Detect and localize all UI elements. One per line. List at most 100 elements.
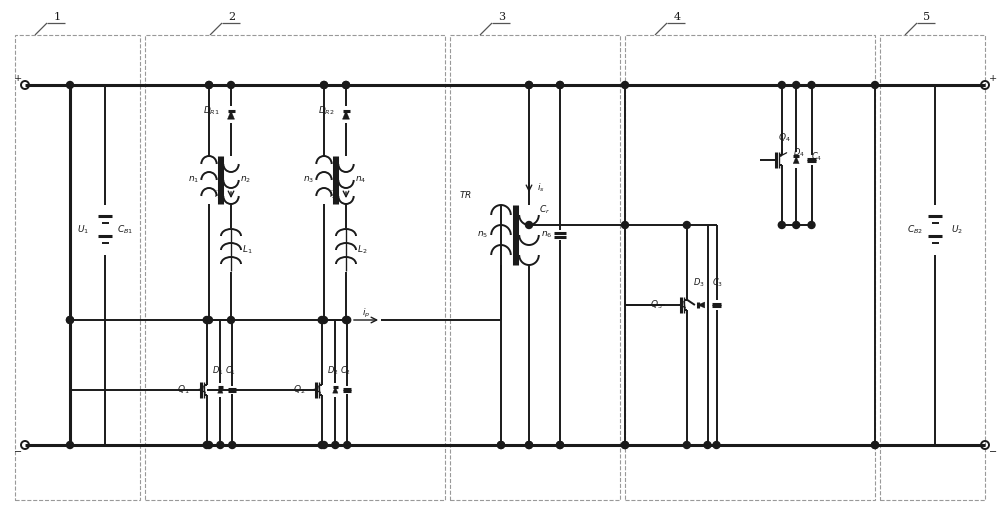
Circle shape: [203, 442, 210, 448]
Polygon shape: [793, 156, 799, 164]
Circle shape: [778, 81, 785, 89]
Text: $D_1$: $D_1$: [212, 364, 224, 377]
Circle shape: [66, 317, 74, 323]
Circle shape: [320, 81, 328, 89]
Circle shape: [203, 317, 210, 323]
Circle shape: [318, 442, 325, 448]
Text: $D_3$: $D_3$: [693, 276, 705, 289]
Text: $Q_3$: $Q_3$: [650, 299, 662, 311]
Text: $i_p$: $i_p$: [362, 307, 370, 320]
Polygon shape: [333, 387, 338, 393]
Circle shape: [793, 222, 800, 228]
Circle shape: [66, 442, 74, 448]
Bar: [625, 35, 875, 500]
Text: $n_6$: $n_6$: [541, 230, 553, 240]
Polygon shape: [228, 111, 235, 119]
Circle shape: [622, 442, 629, 448]
Text: $D_4$: $D_4$: [793, 146, 805, 159]
Text: $TR$: $TR$: [459, 190, 471, 201]
Circle shape: [344, 317, 351, 323]
Circle shape: [556, 81, 564, 89]
Circle shape: [556, 442, 564, 448]
Text: $n_4$: $n_4$: [355, 175, 367, 185]
Bar: [15, 35, 140, 500]
Text: $C_4$: $C_4$: [811, 151, 822, 163]
Polygon shape: [342, 111, 350, 119]
Circle shape: [320, 317, 328, 323]
Polygon shape: [218, 387, 223, 393]
Circle shape: [206, 442, 212, 448]
Text: 2: 2: [228, 12, 236, 22]
Text: $-$: $-$: [13, 446, 23, 456]
Text: +: +: [989, 75, 997, 83]
Text: $C_{B1}$: $C_{B1}$: [117, 224, 133, 236]
Circle shape: [342, 317, 350, 323]
Circle shape: [872, 442, 879, 448]
Text: $C_3$: $C_3$: [712, 276, 723, 289]
Circle shape: [778, 222, 785, 228]
Circle shape: [318, 317, 325, 323]
Circle shape: [66, 81, 74, 89]
Text: $C_{B2}$: $C_{B2}$: [907, 224, 923, 236]
Text: $D_{R1}$: $D_{R1}$: [203, 105, 219, 117]
Circle shape: [498, 442, 505, 448]
Circle shape: [713, 442, 720, 448]
Text: $U_2$: $U_2$: [951, 224, 963, 236]
Circle shape: [228, 317, 234, 323]
Circle shape: [872, 442, 879, 448]
Circle shape: [229, 442, 236, 448]
Circle shape: [206, 81, 212, 89]
Circle shape: [526, 442, 532, 448]
Circle shape: [622, 222, 629, 228]
Circle shape: [683, 442, 690, 448]
Text: $C_2$: $C_2$: [340, 364, 351, 377]
Circle shape: [342, 81, 350, 89]
Circle shape: [556, 81, 564, 89]
Circle shape: [526, 222, 532, 228]
Text: 5: 5: [923, 12, 931, 22]
Circle shape: [526, 81, 532, 89]
Circle shape: [622, 442, 629, 448]
Text: $i_s$: $i_s$: [537, 181, 545, 194]
Text: $-$: $-$: [988, 446, 998, 456]
Circle shape: [526, 81, 532, 89]
Text: $n_1$: $n_1$: [188, 175, 200, 185]
Bar: [450, 35, 620, 500]
Circle shape: [704, 442, 711, 448]
Bar: [880, 35, 985, 500]
Circle shape: [228, 81, 234, 89]
Text: $n_5$: $n_5$: [477, 230, 489, 240]
Circle shape: [793, 81, 800, 89]
Circle shape: [206, 317, 212, 323]
Text: $C_r$: $C_r$: [539, 204, 551, 216]
Text: 3: 3: [498, 12, 506, 22]
Circle shape: [320, 442, 328, 448]
Circle shape: [206, 81, 212, 89]
Text: +: +: [14, 75, 22, 83]
Text: 4: 4: [673, 12, 681, 22]
Circle shape: [498, 442, 505, 448]
Circle shape: [872, 81, 879, 89]
Circle shape: [342, 81, 350, 89]
Circle shape: [217, 442, 224, 448]
Circle shape: [808, 81, 815, 89]
Circle shape: [556, 442, 564, 448]
Circle shape: [332, 442, 339, 448]
Text: $Q_2$: $Q_2$: [293, 384, 305, 396]
Circle shape: [808, 222, 815, 228]
Circle shape: [622, 81, 629, 89]
Text: $i_1$: $i_1$: [214, 189, 222, 201]
Circle shape: [526, 442, 532, 448]
Text: $n_3$: $n_3$: [303, 175, 315, 185]
Text: $Q_4$: $Q_4$: [778, 131, 791, 144]
Text: $Q_1$: $Q_1$: [177, 384, 190, 396]
Text: $L_2$: $L_2$: [357, 244, 367, 256]
Polygon shape: [698, 302, 705, 308]
Text: $L_1$: $L_1$: [242, 244, 252, 256]
Text: $C_1$: $C_1$: [225, 364, 236, 377]
Circle shape: [320, 81, 328, 89]
Circle shape: [683, 222, 690, 228]
Circle shape: [66, 317, 74, 323]
Text: $U_1$: $U_1$: [77, 224, 89, 236]
Text: 1: 1: [53, 12, 61, 22]
